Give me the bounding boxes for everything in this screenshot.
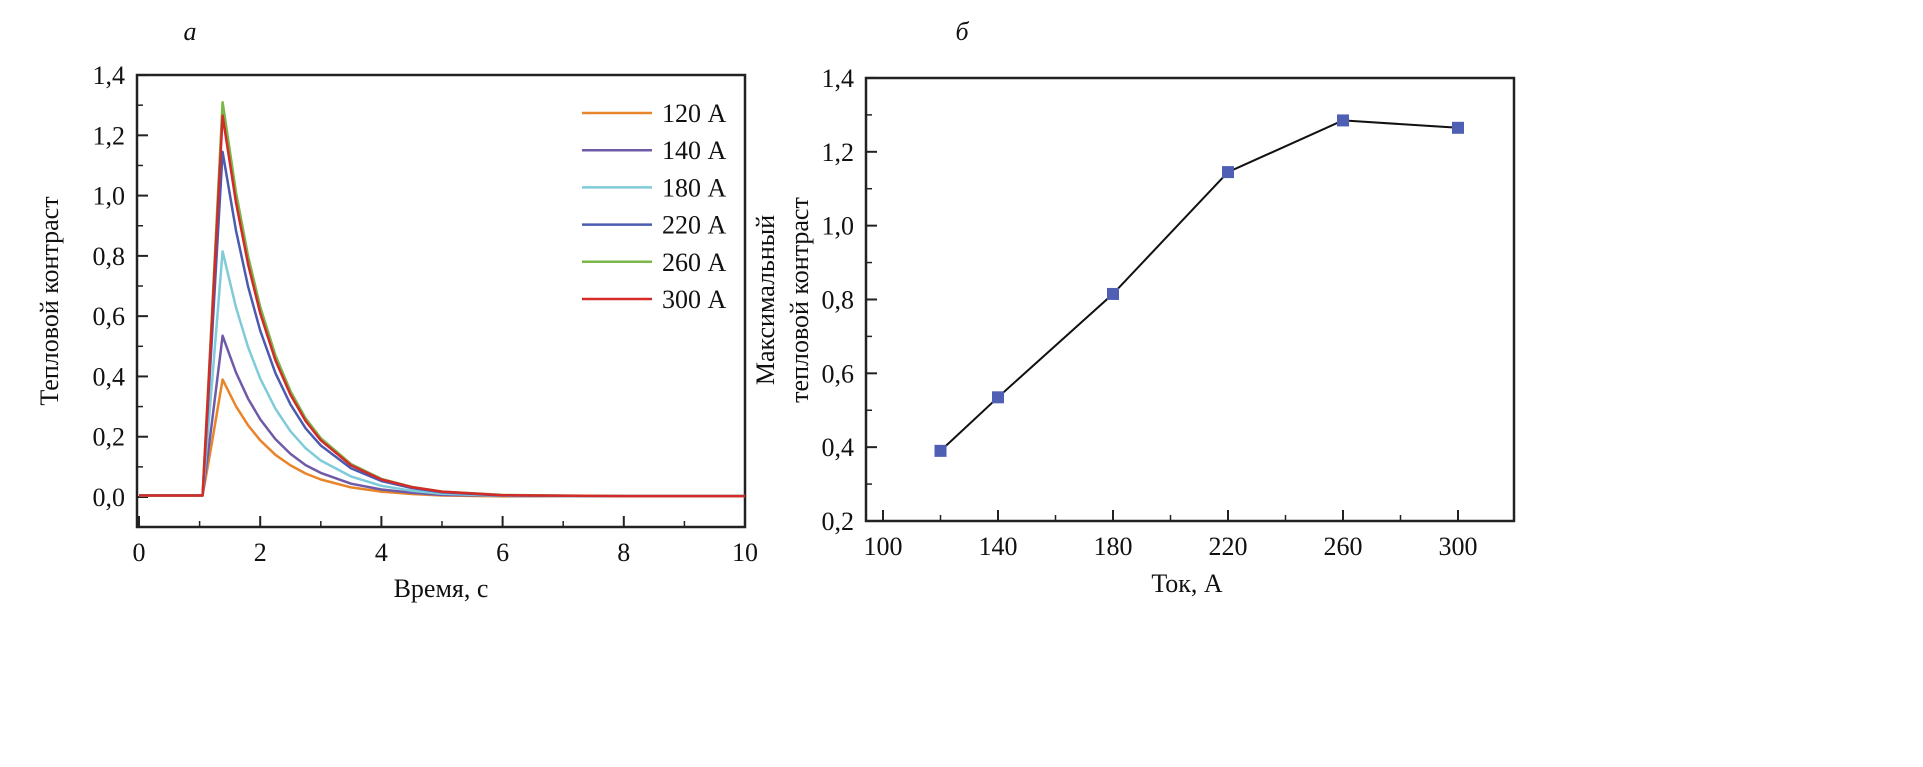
data-point-140 [992,391,1004,404]
x-tick-label: 10 [732,538,758,567]
y-axis-label-a: Тепловой контраст [35,196,64,405]
plot-frame [864,76,1516,523]
y-tick-label: 0,4 [93,362,126,391]
x-axis-label-b: Ток, А [1151,569,1223,598]
y-tick-label: 1,2 [93,121,126,150]
x-tick-label: 220 [1209,532,1248,561]
y-tick-label: 1,0 [93,182,126,211]
x-tick-label: 0 [133,538,146,567]
data-point-300 [1452,121,1464,134]
y-tick-label: 1,4 [822,64,855,93]
data-point-220 [1222,166,1234,179]
chart-b: б Ток, А Максимальный тепловой контраст … [751,17,1516,598]
x-tick-label: 260 [1324,532,1363,561]
y-tick-label: 1,2 [822,138,855,167]
plot-frame [135,73,747,529]
x-tick-label: 300 [1439,532,1478,561]
legend-label: 140 А [662,136,727,165]
x-tick-label: 6 [496,538,509,567]
legend-label: 120 А [662,99,727,128]
y-tick-label: 0,8 [822,285,855,314]
y-tick-label: 0,2 [93,423,126,452]
series-line-300а [139,114,745,498]
legend-label: 180 А [662,173,727,202]
y-tick-label: 0,8 [93,242,126,271]
data-point-120 [934,444,947,457]
x-tick-label: 140 [979,532,1018,561]
x-tick-label: 180 [1094,532,1133,561]
chart-a: а Время, с Тепловой контраст 0 2 4 6 8 10 0,0 0… [35,17,758,603]
x-tick-label: 8 [617,538,630,567]
y-tick-label: 0,4 [822,433,855,462]
y-tick-label: 1,4 [93,61,126,90]
x-tick-label: 4 [375,538,388,567]
y-axis-label-b-line2: тепловой контраст [785,197,814,403]
panel-label-a: а [184,17,197,46]
y-tick-label: 0,6 [93,302,126,331]
data-point-180 [1107,287,1119,300]
legend-label: 220 А [662,211,727,240]
series-line-180а [139,250,745,498]
legend-label: 300 А [662,285,727,314]
y-axis-label-b-line1: Максимальный [751,215,780,385]
y-tick-label: 0,6 [822,359,855,388]
y-tick-label: 0,0 [93,483,126,512]
series-line-120а [139,378,745,498]
y-tick-label: 1,0 [822,212,855,241]
series-line-220а [139,150,745,498]
legend-label: 260 А [662,248,727,277]
data-point-260 [1337,114,1349,127]
series-line-140а [139,334,745,498]
x-axis-label-a: Время, с [394,574,489,603]
data-line [939,119,1459,452]
panel-label-b: б [955,17,969,46]
y-tick-label: 0,2 [822,507,855,536]
x-tick-label: 2 [254,538,267,567]
x-tick-label: 100 [864,532,903,561]
